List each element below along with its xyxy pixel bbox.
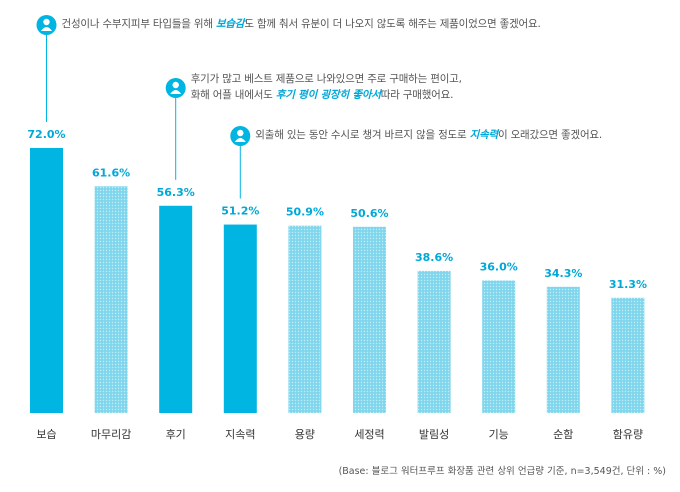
bar-1 [30, 148, 63, 413]
bar-2 [94, 186, 128, 413]
value-label: 56.3% [157, 186, 195, 199]
value-label: 72.0% [27, 128, 65, 141]
category-label: 함유량 [613, 428, 643, 441]
annotation-text: 따라 구매했어요. [380, 89, 454, 101]
value-label: 36.0% [480, 261, 518, 274]
annotation-line: 외출해 있는 동안 수시로 챙겨 바르지 않을 정도로 지속력이 오래갔으면 좋… [255, 127, 602, 143]
category-label: 순함 [553, 428, 573, 441]
category-label: 후기 [166, 428, 186, 441]
annotation-line: 화해 어플 내에서도 후기 평이 굉장히 좋아서따라 구매했어요. [191, 87, 462, 103]
user-icon [165, 78, 186, 98]
category-label: 용량 [295, 428, 315, 441]
category-label: 발림성 [419, 428, 449, 441]
annotation-line: 후기가 많고 베스트 제품으로 나와있으면 주로 구매하는 편이고, [191, 71, 462, 87]
annotation-text: 화해 어플 내에서도 [190, 89, 276, 101]
bar-10 [611, 297, 645, 413]
footnote: (Base: 블로그 워터프루프 화장품 관련 상위 언급량 기준, n=3,5… [338, 466, 666, 477]
value-label: 34.3% [544, 267, 582, 280]
user-icon [230, 126, 251, 146]
annotation-line: 건성이나 수부지피부 타입들을 위해 보습감도 함께 춰서 유분이 더 나오지 … [62, 16, 541, 32]
annotation-text: 도 함께 춰서 유분이 더 나오지 않도록 해주는 제품이었으면 좋겠어요. [244, 18, 541, 30]
annotation-text: 후기가 많고 베스트 제품으로 나와있으면 주로 구매하는 편이고, [190, 73, 462, 85]
value-label: 38.6% [415, 251, 453, 264]
value-label: 50.6% [350, 207, 388, 220]
bar-3 [159, 205, 193, 413]
annotation-2: 후기가 많고 베스트 제품으로 나와있으면 주로 구매하는 편이고, 화해 어플 … [191, 71, 462, 103]
bar-8 [482, 280, 516, 413]
value-label: 31.3% [609, 278, 647, 291]
bar-5 [288, 225, 322, 413]
annotation-text: 외출해 있는 동안 수시로 챙겨 바르지 않을 정도로 [255, 129, 470, 141]
bar-6 [353, 226, 386, 413]
category-label: 보습 [36, 428, 56, 441]
bar-9 [546, 286, 580, 413]
annotation-text: 건성이나 수부지피부 타입들을 위해 [61, 18, 216, 30]
value-label: 51.2% [221, 205, 259, 218]
category-label: 지속력 [225, 428, 255, 441]
annotation-3: 외출해 있는 동안 수시로 챙겨 바르지 않을 정도로 지속력이 오래갔으면 좋… [255, 127, 602, 143]
bar-4 [223, 224, 257, 413]
annotation-highlight: 지속력 [469, 129, 499, 141]
category-label: 기능 [489, 428, 509, 441]
bar-7 [417, 270, 451, 413]
category-label: 세정력 [354, 428, 384, 441]
annotation-1: 건성이나 수부지피부 타입들을 위해 보습감도 함께 춰서 유분이 더 나오지 … [62, 16, 541, 32]
annotation-highlight: 후기 평이 굉장히 좋아서 [275, 89, 381, 101]
value-label: 61.6% [92, 166, 130, 179]
category-label: 마무리감 [91, 428, 131, 441]
value-label: 50.9% [286, 206, 324, 219]
user-icon [36, 15, 57, 35]
annotation-highlight: 보습감 [215, 18, 245, 30]
annotation-text: 이 오래갔으면 좋겠어요. [498, 129, 603, 141]
